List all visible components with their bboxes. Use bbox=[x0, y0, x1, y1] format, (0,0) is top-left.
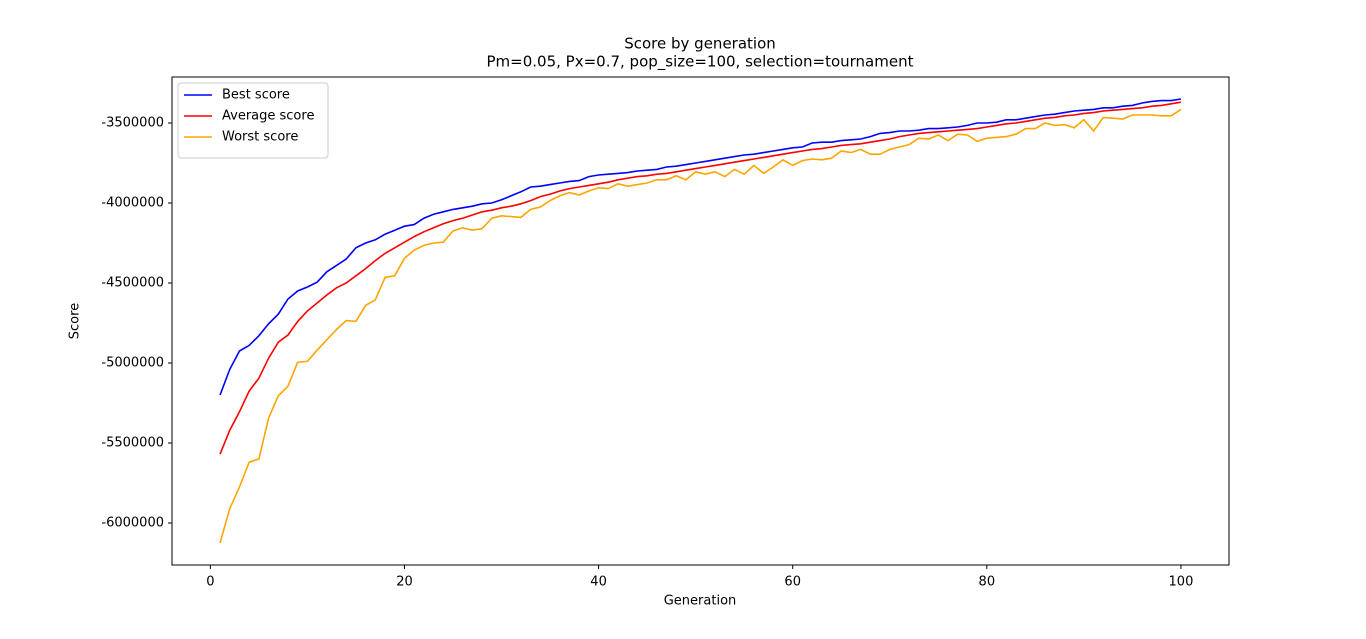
y-tick-label: -5000000 bbox=[101, 356, 164, 371]
series-line bbox=[219, 98, 1182, 396]
y-tick-label: -5500000 bbox=[101, 436, 164, 451]
x-tick-label: 80 bbox=[979, 575, 996, 590]
y-tick-label: -4500000 bbox=[101, 276, 164, 291]
y-tick-label: -4000000 bbox=[101, 196, 164, 211]
series-line bbox=[219, 101, 1182, 455]
legend-label: Best score bbox=[222, 88, 290, 103]
legend-label: Average score bbox=[222, 109, 314, 124]
chart-title: Score by generation bbox=[624, 35, 776, 53]
x-tick-label: 0 bbox=[206, 575, 214, 590]
x-tick-label: 40 bbox=[590, 575, 607, 590]
x-tick-label: 60 bbox=[784, 575, 801, 590]
legend-label: Worst score bbox=[222, 130, 298, 145]
x-axis-label: Generation bbox=[664, 594, 737, 609]
legend-box bbox=[177, 82, 329, 159]
x-tick-label: 20 bbox=[396, 575, 413, 590]
chart-subtitle: Pm=0.05, Px=0.7, pop_size=100, selection… bbox=[487, 53, 914, 72]
y-tick-label: -6000000 bbox=[101, 516, 164, 531]
x-tick-label: 100 bbox=[1169, 575, 1194, 590]
y-axis-label: Score bbox=[68, 303, 83, 339]
plot-frame bbox=[171, 76, 1230, 566]
y-tick-label: -3500000 bbox=[101, 116, 164, 131]
series-line bbox=[219, 108, 1182, 544]
